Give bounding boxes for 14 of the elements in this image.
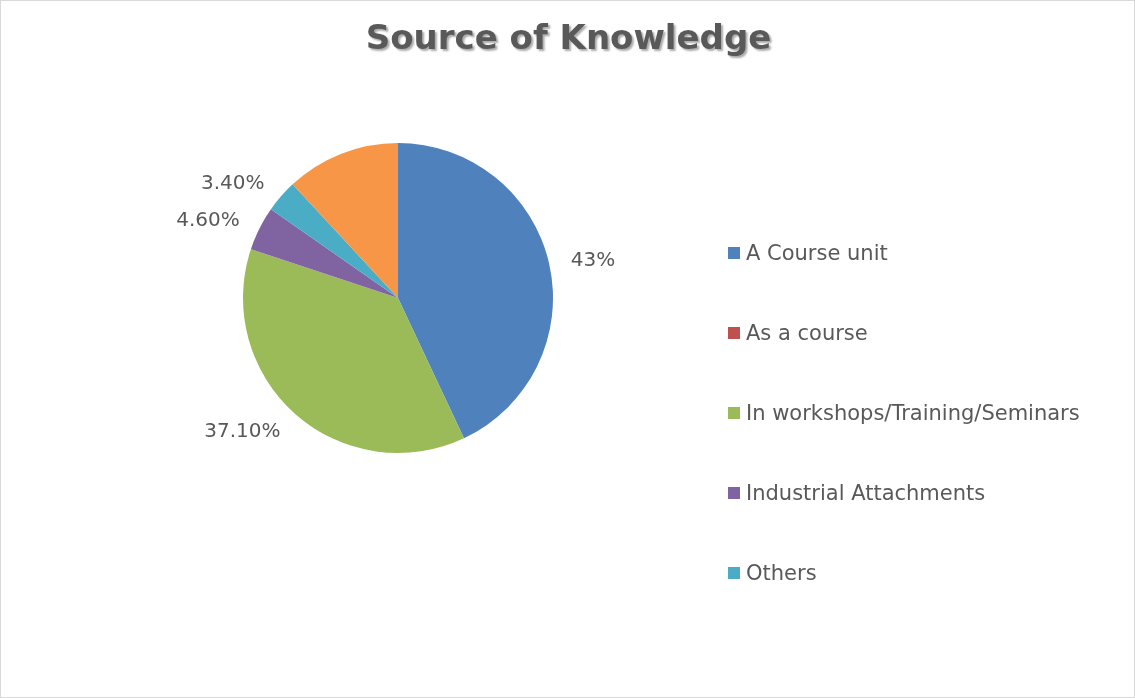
data-label: 4.60% — [176, 206, 240, 231]
chart-title: Source of Knowledge — [364, 17, 773, 57]
data-label: 37.10% — [204, 418, 281, 443]
pie-slice — [292, 143, 398, 298]
pie-slice — [398, 143, 553, 439]
legend-label: In workshops/Training/Seminars — [746, 401, 1080, 425]
data-label: 43% — [570, 247, 616, 272]
pie-slice — [270, 184, 398, 298]
legend-label: Others — [746, 561, 817, 585]
legend-label: As a course — [746, 321, 868, 345]
legend-label: A Course unit — [746, 241, 888, 265]
data-label: 3.40% — [200, 169, 265, 194]
legend-label: Industrial Attachments — [746, 481, 986, 505]
pie-slice — [250, 209, 398, 298]
